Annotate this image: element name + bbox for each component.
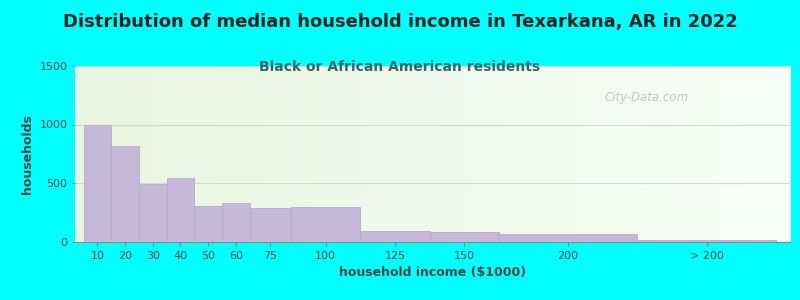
Bar bbox=[139, 184, 166, 242]
Text: Distribution of median household income in Texarkana, AR in 2022: Distribution of median household income … bbox=[62, 14, 738, 32]
Text: Black or African American residents: Black or African American residents bbox=[259, 60, 541, 74]
Bar bbox=[638, 240, 776, 242]
X-axis label: household income ($1000): household income ($1000) bbox=[339, 266, 526, 279]
Bar bbox=[83, 124, 111, 242]
Bar bbox=[430, 232, 499, 242]
Y-axis label: households: households bbox=[21, 114, 34, 194]
Bar bbox=[166, 178, 194, 242]
Bar bbox=[499, 235, 638, 242]
Bar bbox=[361, 231, 430, 242]
Bar bbox=[250, 208, 291, 242]
Bar bbox=[222, 203, 250, 242]
Text: City-Data.com: City-Data.com bbox=[605, 91, 689, 104]
Bar bbox=[291, 207, 361, 242]
Bar bbox=[194, 206, 222, 242]
Bar bbox=[111, 146, 139, 242]
